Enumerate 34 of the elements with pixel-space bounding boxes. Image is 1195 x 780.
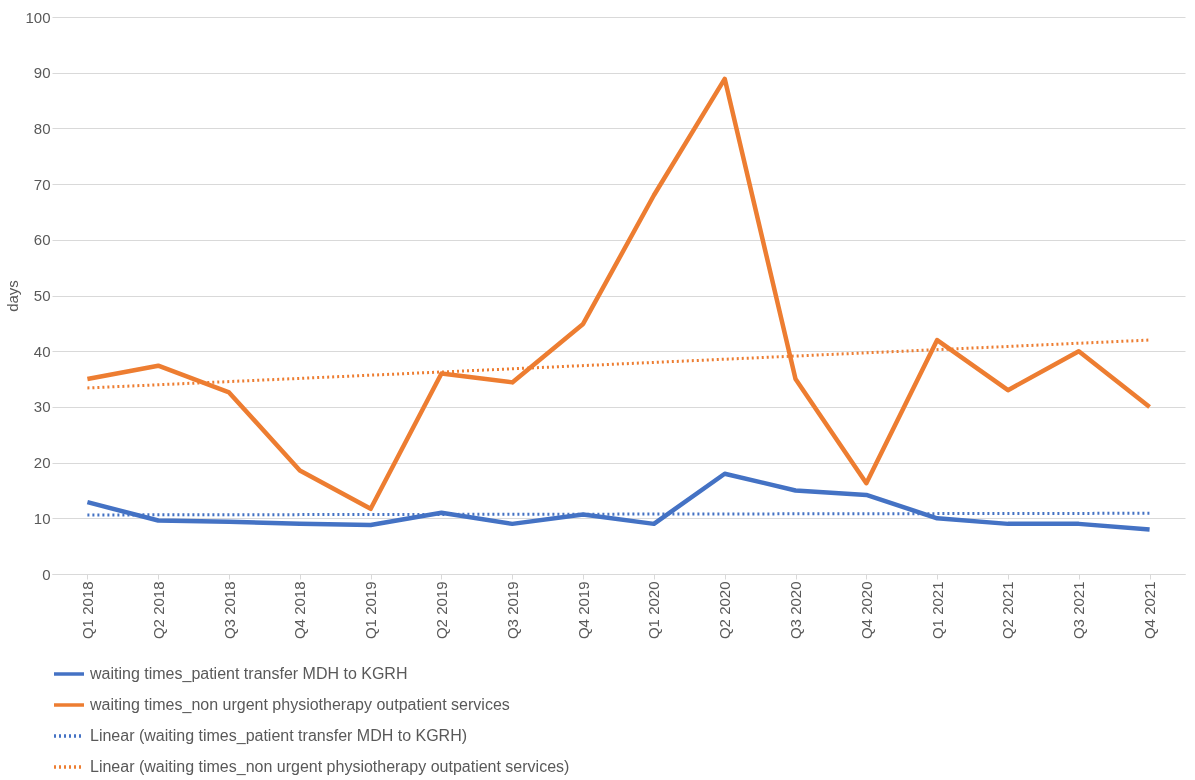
x-tick-label: Q3 2020 xyxy=(787,581,805,640)
x-tick-label: Q2 2019 xyxy=(432,581,450,640)
y-tick-label: 60 xyxy=(33,231,51,249)
y-tick-label: 30 xyxy=(33,398,51,416)
x-tick-label: Q4 2020 xyxy=(857,581,875,640)
x-tick-label: Q4 2019 xyxy=(574,581,592,640)
x-tick-label: Q2 2018 xyxy=(149,581,167,640)
line-series xyxy=(85,76,1152,512)
legend-label: Linear (waiting times_patient transfer MDH to KGRH) xyxy=(90,727,468,745)
y-tick-label: 10 xyxy=(33,509,51,527)
x-tick-label: Q1 2020 xyxy=(645,581,663,640)
x-tick-label: Q1 2019 xyxy=(362,581,380,640)
legend-label: waiting times_patient transfer MDH to KGRH xyxy=(89,665,408,683)
y-tick-label: 20 xyxy=(33,454,51,472)
y-tick-label: 0 xyxy=(42,565,51,583)
y-tick-label: 90 xyxy=(33,64,51,82)
y-tick-label: 80 xyxy=(33,119,51,137)
y-tick-label: 70 xyxy=(33,175,51,193)
x-tick-label: Q1 2018 xyxy=(78,581,96,640)
x-tick-label: Q2 2021 xyxy=(999,581,1017,640)
x-tick-label: Q3 2021 xyxy=(1070,581,1088,640)
legend-label: Linear (waiting times_non urgent physiotherapy outpatient services) xyxy=(90,758,570,776)
line-series xyxy=(85,471,1152,532)
y-tick-label: 100 xyxy=(25,8,51,26)
y-tick-label: 50 xyxy=(33,287,51,304)
x-tick-label: Q3 2019 xyxy=(503,581,521,640)
y-tick-label: 40 xyxy=(33,342,51,360)
x-tick-label: Q1 2021 xyxy=(928,581,946,640)
legend-label: waiting times_non urgent physiotherapy outpatient services xyxy=(89,696,510,714)
x-tick-label: Q4 2021 xyxy=(1141,581,1159,640)
x-tick-label: Q3 2018 xyxy=(220,581,238,640)
x-tick-label: Q4 2018 xyxy=(291,581,309,640)
x-tick-label: Q2 2020 xyxy=(716,581,734,640)
y-axis-title: days xyxy=(4,280,22,312)
